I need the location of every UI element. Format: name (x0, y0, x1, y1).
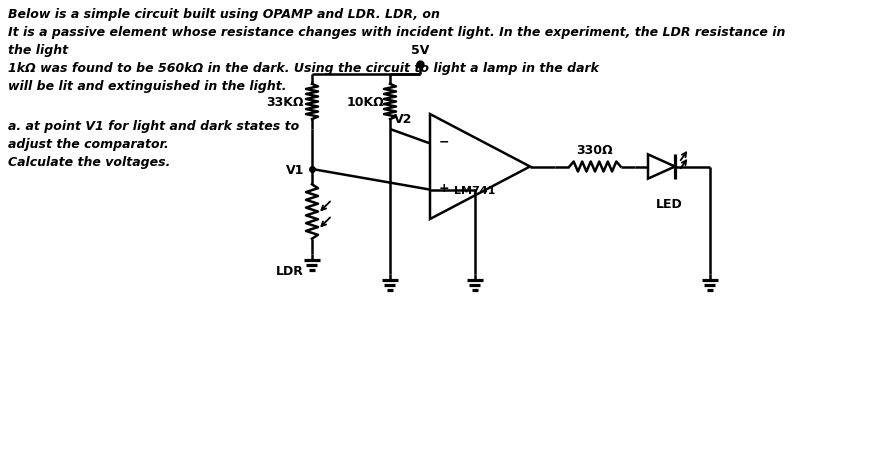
Text: 10KΩ: 10KΩ (346, 96, 383, 109)
Text: +: + (438, 182, 449, 195)
Text: 5V: 5V (410, 44, 429, 57)
Text: LDR: LDR (275, 264, 303, 277)
Text: adjust the comparator.: adjust the comparator. (8, 138, 168, 151)
Text: will be lit and extinguished in the light.: will be lit and extinguished in the ligh… (8, 80, 286, 93)
Text: Below is a simple circuit built using OPAMP and LDR. LDR, on: Below is a simple circuit built using OP… (8, 8, 439, 21)
Text: a. at point V1 for light and dark states to: a. at point V1 for light and dark states… (8, 120, 299, 133)
Text: LM741: LM741 (453, 185, 496, 195)
Text: LED: LED (655, 197, 682, 210)
Text: 1kΩ was found to be 560kΩ in the dark. Using the circuit to light a lamp in the : 1kΩ was found to be 560kΩ in the dark. U… (8, 62, 598, 75)
Text: −: − (438, 135, 449, 149)
Text: 330Ω: 330Ω (576, 144, 613, 157)
Text: 33KΩ: 33KΩ (267, 96, 303, 109)
Text: Calculate the voltages.: Calculate the voltages. (8, 156, 170, 168)
Text: the light: the light (8, 44, 68, 57)
Text: V1: V1 (285, 163, 303, 176)
Text: It is a passive element whose resistance changes with incident light. In the exp: It is a passive element whose resistance… (8, 26, 785, 39)
Text: V2: V2 (394, 113, 412, 126)
